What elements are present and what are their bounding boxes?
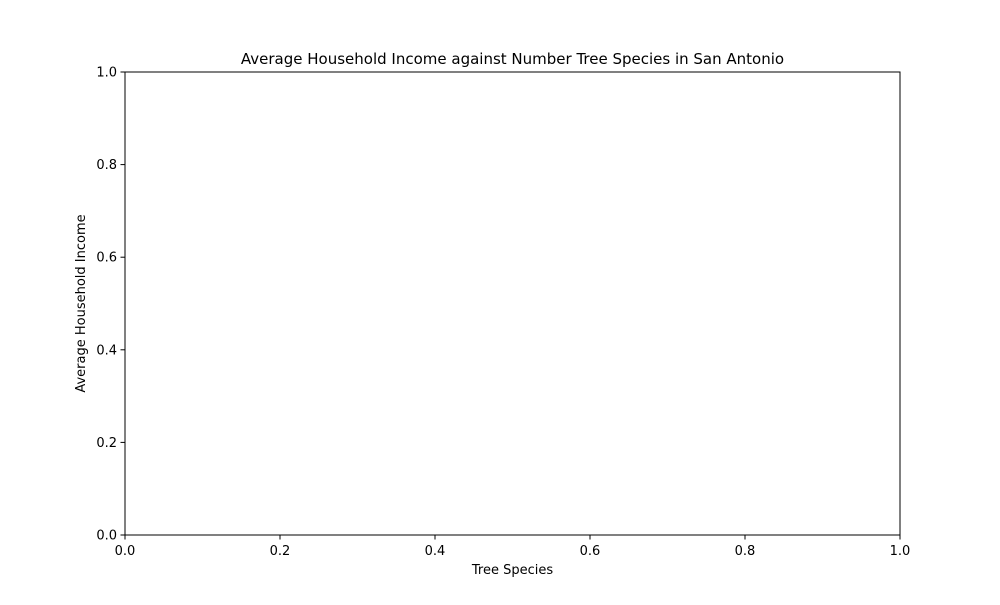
- x-tick-label: 1.0: [890, 544, 911, 559]
- y-axis-ticks: 0.0 0.2 0.4 0.6 0.8 1.0: [96, 66, 125, 544]
- y-tick-label: 0.2: [96, 436, 117, 451]
- x-tick-label: 0.8: [735, 544, 756, 559]
- x-tick-label: 0.6: [580, 544, 601, 559]
- x-axis-ticks: 0.0 0.2 0.4 0.6 0.8 1.0: [115, 535, 911, 559]
- plot-area: [124, 71, 901, 536]
- x-tick-label: 0.4: [425, 544, 446, 559]
- y-tick-label: 0.6: [96, 251, 117, 266]
- x-axis-label: Tree Species: [471, 563, 553, 578]
- y-axis-label: Average Household Income: [74, 214, 89, 392]
- y-tick-label: 0.4: [96, 343, 117, 358]
- x-tick-label: 0.0: [115, 544, 136, 559]
- x-tick-label: 0.2: [270, 544, 291, 559]
- y-tick-label: 1.0: [96, 66, 117, 81]
- y-tick-label: 0.8: [96, 158, 117, 173]
- chart-title: Average Household Income against Number …: [241, 50, 784, 68]
- y-tick-label: 0.0: [96, 529, 117, 544]
